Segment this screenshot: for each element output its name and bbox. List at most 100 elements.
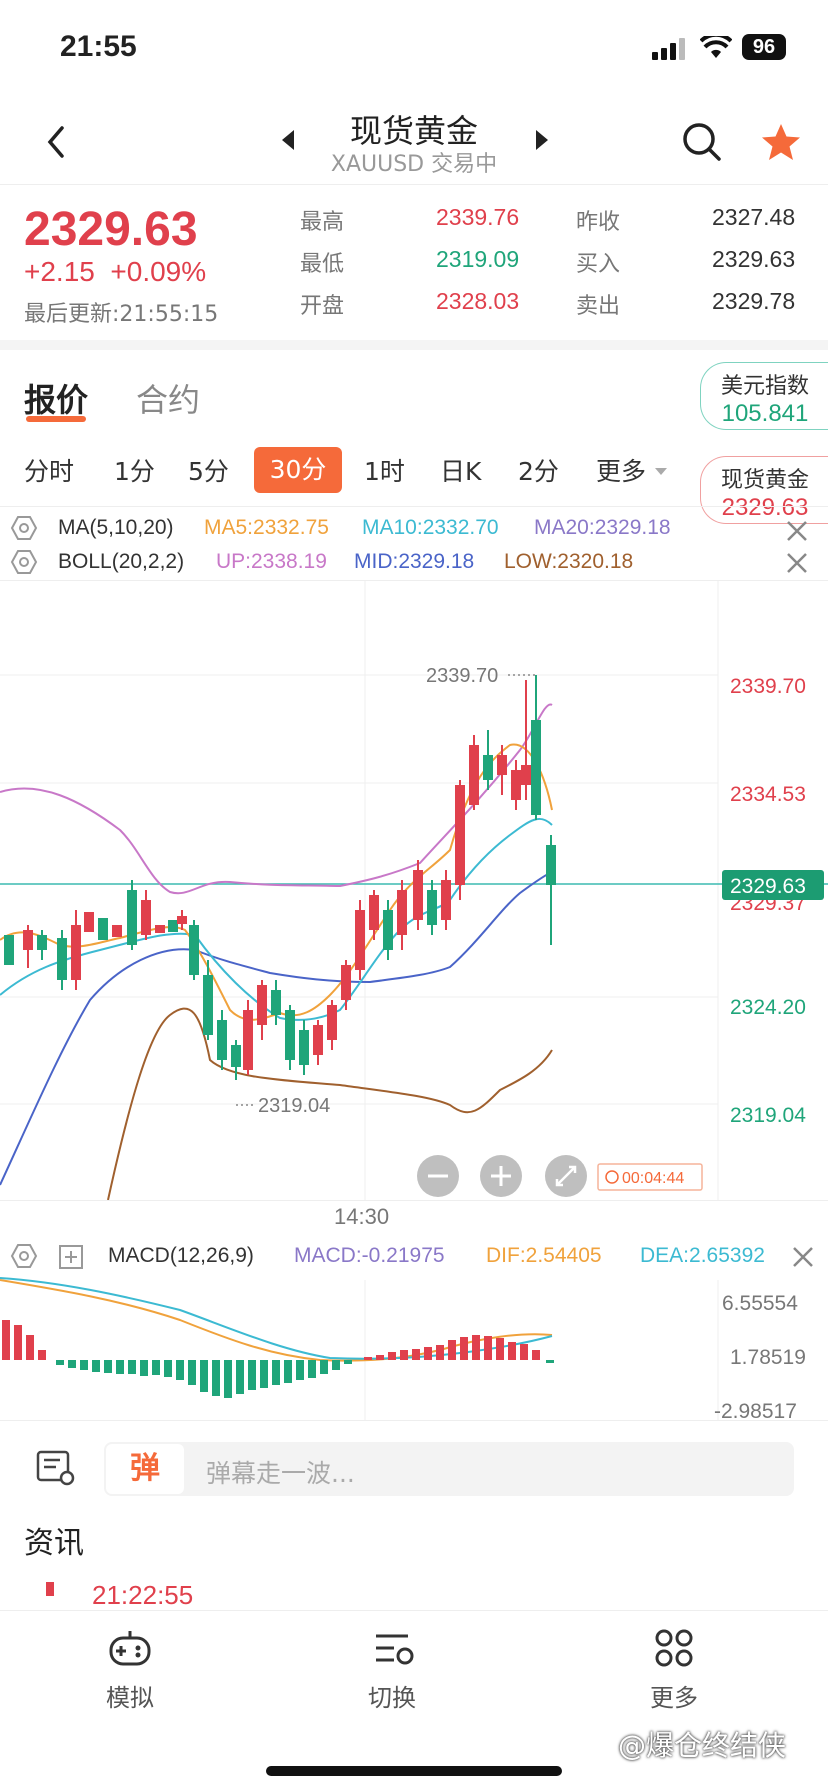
macd-value: MACD:-0.21975 bbox=[294, 1244, 445, 1267]
period-5m[interactable]: 5分 bbox=[188, 457, 229, 486]
next-instrument-icon[interactable] bbox=[534, 130, 548, 150]
close-icon[interactable] bbox=[786, 520, 808, 542]
add-indicator-icon[interactable] bbox=[58, 1244, 84, 1270]
current-price: 2329.63 bbox=[24, 203, 198, 256]
max-price-marker: 2339.70 bbox=[426, 665, 498, 687]
macd-axis-tick: -2.98517 bbox=[714, 1400, 797, 1423]
candle bbox=[483, 755, 493, 780]
usd-index-value: 105.841 bbox=[721, 400, 809, 427]
low-label: 最低 bbox=[300, 252, 345, 277]
danmu-badge: 弹 bbox=[106, 1444, 184, 1494]
candle bbox=[231, 1045, 241, 1067]
candle bbox=[299, 1030, 309, 1065]
current-price-tag-label: 2329.63 bbox=[730, 875, 806, 898]
axis-tick: 2339.70 bbox=[730, 675, 806, 698]
tab-underline bbox=[26, 416, 86, 422]
signal-icon bbox=[652, 38, 685, 60]
high-label: 最高 bbox=[300, 210, 345, 235]
gold-card[interactable]: 现货黄金 2329.63 bbox=[700, 456, 828, 524]
candle bbox=[203, 975, 213, 1035]
period-more[interactable]: 更多 bbox=[596, 457, 647, 486]
ma20-value: MA20:2329.18 bbox=[534, 516, 671, 539]
ask-value: 2329.78 bbox=[712, 288, 796, 314]
macd-axis-tick: 6.55554 bbox=[722, 1292, 798, 1315]
prev-close-label: 昨收 bbox=[576, 210, 621, 235]
instrument-subtitle: XAUUSD 交易中 bbox=[330, 152, 498, 177]
close-icon[interactable] bbox=[786, 552, 808, 574]
news-time[interactable]: 21:22:55 bbox=[92, 1580, 194, 1610]
candle bbox=[521, 765, 531, 785]
bid-value: 2329.63 bbox=[712, 246, 796, 272]
settings-icon[interactable] bbox=[10, 514, 38, 542]
macd-indicator-name: MACD(12,26,9) bbox=[108, 1244, 254, 1267]
ask-label: 卖出 bbox=[576, 294, 621, 319]
period-timeshare[interactable]: 分时 bbox=[24, 457, 75, 486]
last-updated: 最后更新:21:55:15 bbox=[24, 302, 219, 327]
home-indicator[interactable] bbox=[266, 1766, 562, 1776]
settings-icon[interactable] bbox=[10, 1242, 38, 1270]
boll-low-value: LOW:2320.18 bbox=[504, 550, 634, 573]
candle bbox=[127, 890, 137, 945]
dea-value: DEA:2.65392 bbox=[640, 1244, 765, 1267]
ma-indicator-name: MA(5,10,20) bbox=[58, 516, 174, 539]
candle bbox=[285, 1010, 295, 1060]
period-2m[interactable]: 2分 bbox=[518, 457, 559, 486]
status-time: 21:55 bbox=[60, 30, 137, 63]
boll-mid-value: MID:2329.18 bbox=[354, 550, 475, 573]
close-icon[interactable] bbox=[792, 1246, 814, 1268]
high-value: 2339.76 bbox=[436, 204, 520, 230]
ma10-value: MA10:2332.70 bbox=[362, 516, 499, 539]
watermark: @爆仓终结侠 bbox=[618, 1729, 787, 1762]
tab-more[interactable]: 更多 bbox=[650, 1684, 698, 1712]
candles bbox=[4, 675, 556, 1080]
countdown-timer: 00:04:44 bbox=[622, 1170, 684, 1187]
switch-icon[interactable] bbox=[372, 1630, 416, 1668]
min-price-marker: 2319.04 bbox=[258, 1095, 330, 1117]
gamepad-icon[interactable] bbox=[108, 1628, 152, 1668]
time-axis-label: 14:30 bbox=[334, 1204, 390, 1229]
candlestick-chart[interactable]: 2339.70 2319.04 2339.70 2334.53 2329.37 … bbox=[0, 580, 828, 1210]
tab-switch[interactable]: 切换 bbox=[368, 1684, 416, 1712]
divider bbox=[0, 1420, 828, 1421]
candle bbox=[355, 910, 365, 970]
candle bbox=[341, 965, 351, 1000]
ma5-value: MA5:2332.75 bbox=[204, 516, 329, 539]
prev-instrument-icon[interactable] bbox=[282, 130, 296, 150]
period-1m[interactable]: 1分 bbox=[114, 457, 155, 486]
grid-icon[interactable] bbox=[654, 1628, 694, 1668]
candle bbox=[37, 935, 47, 950]
section-gap bbox=[0, 340, 828, 350]
candle bbox=[531, 720, 541, 815]
fullscreen-button[interactable] bbox=[545, 1155, 587, 1197]
usd-index-card[interactable]: 美元指数 105.841 bbox=[700, 362, 828, 430]
tab-simulate[interactable]: 模拟 bbox=[106, 1684, 154, 1712]
candle bbox=[455, 785, 465, 885]
period-1d[interactable]: 日K bbox=[440, 457, 482, 486]
bid-label: 买入 bbox=[576, 252, 621, 277]
candle bbox=[155, 925, 165, 933]
axis-tick: 2334.53 bbox=[730, 783, 806, 806]
period-30m[interactable]: 30分 bbox=[254, 447, 342, 493]
usd-index-label: 美元指数 bbox=[720, 374, 809, 399]
search-icon[interactable] bbox=[682, 122, 722, 162]
divider bbox=[0, 1610, 828, 1611]
gold-card-label: 现货黄金 bbox=[720, 468, 809, 493]
danmu-settings-icon[interactable] bbox=[34, 1446, 78, 1490]
settings-icon[interactable] bbox=[10, 548, 38, 576]
tab-contract[interactable]: 合约 bbox=[136, 381, 201, 419]
zoom-out-button[interactable] bbox=[417, 1155, 459, 1197]
candle bbox=[168, 920, 178, 932]
divider bbox=[0, 580, 828, 581]
star-icon[interactable] bbox=[760, 122, 802, 162]
tab-quote[interactable]: 报价 bbox=[24, 381, 89, 419]
back-icon[interactable] bbox=[44, 124, 68, 160]
zoom-in-button[interactable] bbox=[480, 1155, 522, 1197]
low-value: 2319.09 bbox=[436, 246, 520, 272]
candle bbox=[511, 770, 521, 800]
candle bbox=[369, 895, 379, 930]
period-1h[interactable]: 1时 bbox=[364, 457, 405, 486]
candle bbox=[217, 1020, 227, 1060]
danmu-input[interactable] bbox=[104, 1442, 794, 1496]
candle bbox=[257, 985, 267, 1025]
candle bbox=[141, 900, 151, 935]
